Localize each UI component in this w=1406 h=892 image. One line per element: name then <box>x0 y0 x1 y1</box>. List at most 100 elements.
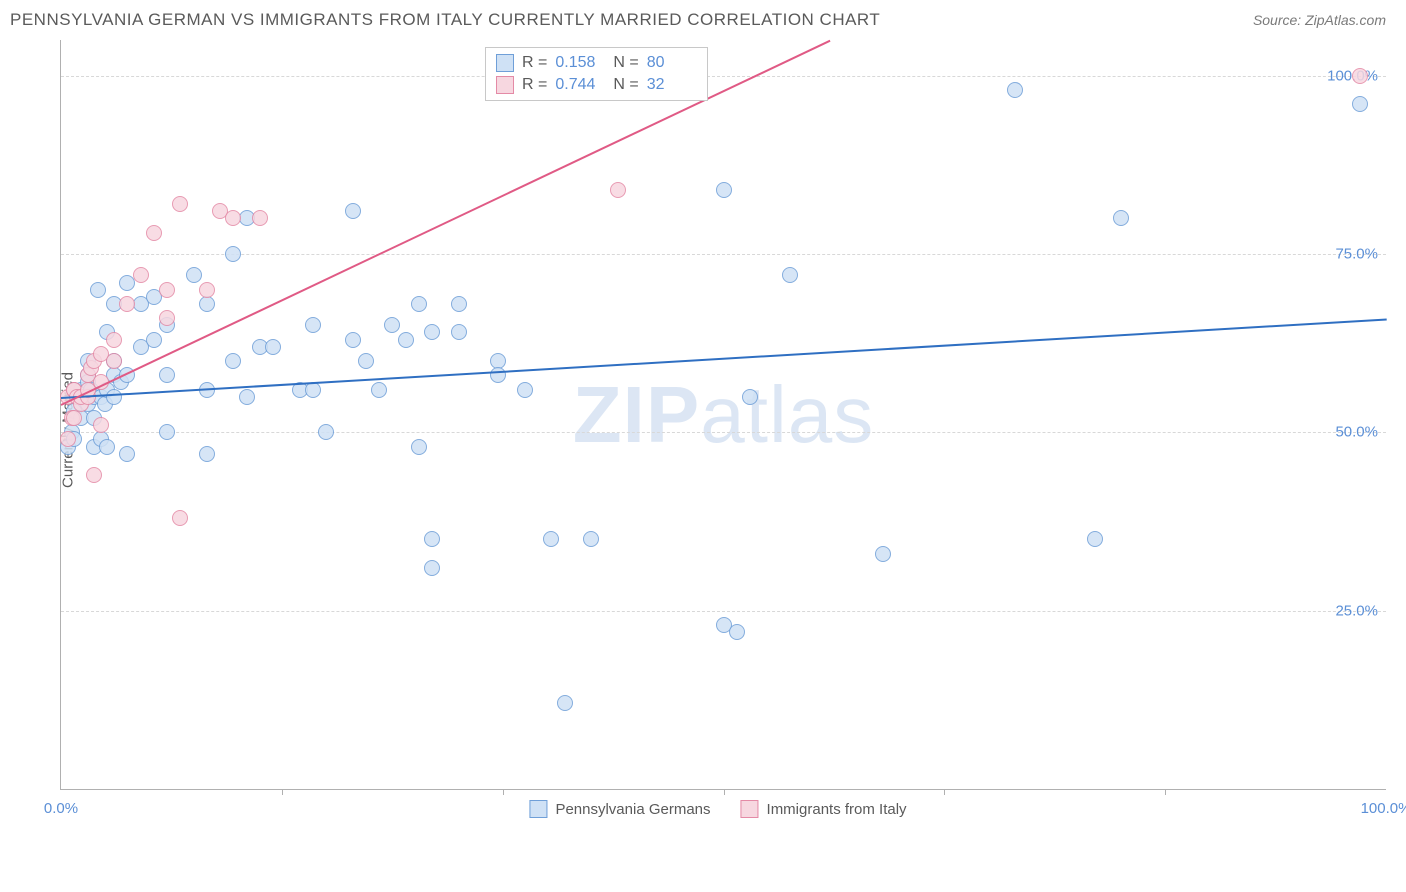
data-point <box>99 439 115 455</box>
data-point <box>543 531 559 547</box>
data-point <box>318 424 334 440</box>
stats-row: R = 0.744 N = 32 <box>496 74 697 96</box>
data-point <box>60 431 76 447</box>
data-point <box>90 282 106 298</box>
data-point <box>119 296 135 312</box>
data-point <box>265 339 281 355</box>
data-point <box>398 332 414 348</box>
legend-label: Pennsylvania Germans <box>555 801 710 818</box>
data-point <box>86 467 102 483</box>
stat-r-label: R = <box>522 76 547 94</box>
series-swatch <box>496 54 514 72</box>
data-point <box>225 246 241 262</box>
y-tick-label: 25.0% <box>1335 602 1378 619</box>
gridline-h <box>61 76 1386 77</box>
x-tick-mark <box>724 789 725 795</box>
data-point <box>610 182 626 198</box>
regression-line <box>61 40 831 406</box>
gridline-h <box>61 254 1386 255</box>
stat-r-value: 0.158 <box>555 54 605 72</box>
data-point <box>66 410 82 426</box>
x-tick-mark <box>503 789 504 795</box>
legend-item: Immigrants from Italy <box>741 800 907 818</box>
data-point <box>729 624 745 640</box>
x-tick-mark <box>1165 789 1166 795</box>
data-point <box>345 203 361 219</box>
data-point <box>424 531 440 547</box>
data-point <box>557 695 573 711</box>
watermark: ZIPatlas <box>573 369 874 461</box>
data-point <box>159 367 175 383</box>
x-tick-mark <box>282 789 283 795</box>
data-point <box>1007 82 1023 98</box>
data-point <box>159 310 175 326</box>
legend-label: Immigrants from Italy <box>767 801 907 818</box>
series-swatch <box>496 76 514 94</box>
data-point <box>1352 96 1368 112</box>
chart-header: PENNSYLVANIA GERMAN VS IMMIGRANTS FROM I… <box>0 0 1406 35</box>
data-point <box>239 389 255 405</box>
data-point <box>384 317 400 333</box>
data-point <box>424 560 440 576</box>
data-point <box>490 367 506 383</box>
stat-r-label: R = <box>522 54 547 72</box>
data-point <box>345 332 361 348</box>
data-point <box>159 282 175 298</box>
stat-r-value: 0.744 <box>555 76 605 94</box>
data-point <box>106 332 122 348</box>
legend-swatch <box>741 800 759 818</box>
data-point <box>517 382 533 398</box>
data-point <box>716 182 732 198</box>
data-point <box>411 439 427 455</box>
data-point <box>199 296 215 312</box>
data-point <box>583 531 599 547</box>
legend-swatch <box>529 800 547 818</box>
data-point <box>1352 68 1368 84</box>
stats-row: R = 0.158 N = 80 <box>496 52 697 74</box>
data-point <box>106 353 122 369</box>
chart-title: PENNSYLVANIA GERMAN VS IMMIGRANTS FROM I… <box>10 10 880 30</box>
data-point <box>199 446 215 462</box>
x-tick-mark <box>944 789 945 795</box>
chart-source: Source: ZipAtlas.com <box>1253 12 1386 28</box>
legend: Pennsylvania Germans Immigrants from Ital… <box>529 800 906 818</box>
data-point <box>172 510 188 526</box>
data-point <box>1113 210 1129 226</box>
data-point <box>305 317 321 333</box>
data-point <box>146 225 162 241</box>
chart-wrapper: Currently Married ZIPatlas 25.0%50.0%75.… <box>50 40 1386 820</box>
data-point <box>199 282 215 298</box>
data-point <box>782 267 798 283</box>
data-point <box>225 210 241 226</box>
data-point <box>172 196 188 212</box>
data-point <box>875 546 891 562</box>
stat-n-value: 32 <box>647 76 697 94</box>
data-point <box>225 353 241 369</box>
data-point <box>451 324 467 340</box>
data-point <box>451 296 467 312</box>
data-point <box>146 332 162 348</box>
regression-line <box>61 319 1387 400</box>
data-point <box>742 389 758 405</box>
data-point <box>159 424 175 440</box>
data-point <box>133 267 149 283</box>
stats-box: R = 0.158 N = 80 R = 0.744 N = 32 <box>485 47 708 101</box>
stat-n-value: 80 <box>647 54 697 72</box>
gridline-h <box>61 432 1386 433</box>
stat-n-label: N = <box>613 76 638 94</box>
data-point <box>424 324 440 340</box>
data-point <box>358 353 374 369</box>
data-point <box>93 417 109 433</box>
stat-n-label: N = <box>613 54 638 72</box>
data-point <box>106 389 122 405</box>
legend-item: Pennsylvania Germans <box>529 800 710 818</box>
x-tick-label: 0.0% <box>44 800 78 817</box>
x-tick-label: 100.0% <box>1361 800 1406 817</box>
data-point <box>371 382 387 398</box>
y-tick-label: 75.0% <box>1335 246 1378 263</box>
data-point <box>1087 531 1103 547</box>
data-point <box>186 267 202 283</box>
plot-area: ZIPatlas 25.0%50.0%75.0%100.0%0.0%100.0%… <box>60 40 1386 790</box>
data-point <box>411 296 427 312</box>
data-point <box>252 210 268 226</box>
